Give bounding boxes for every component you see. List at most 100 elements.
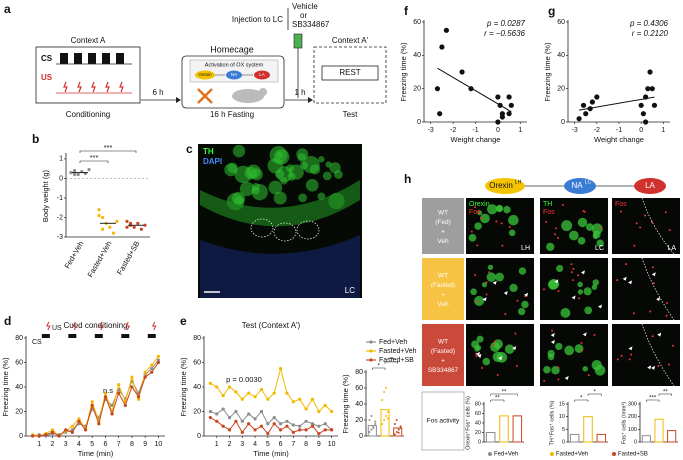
or: or <box>300 11 307 20</box>
point <box>370 415 373 417</box>
fos <box>651 335 654 338</box>
bar <box>485 432 496 443</box>
y-axis-label: Freezing time (%) <box>179 357 188 417</box>
activity-box <box>421 391 465 451</box>
point <box>374 423 377 425</box>
column-label: Fos <box>469 209 481 216</box>
fos <box>657 365 660 368</box>
boundary <box>641 257 675 321</box>
region-label: LC <box>345 286 355 295</box>
arrowhead <box>598 304 603 309</box>
orexin: Orexin <box>198 72 212 77</box>
point <box>291 423 295 427</box>
annotation: *** <box>90 153 99 162</box>
point <box>50 428 55 432</box>
row-label: Veh <box>437 301 449 308</box>
conditioning: Conditioning <box>66 110 110 119</box>
arrowhead <box>554 279 559 284</box>
cell <box>577 217 588 228</box>
panel-label: c <box>186 142 193 156</box>
point <box>101 215 105 220</box>
point <box>234 419 238 423</box>
cs-block <box>41 334 50 338</box>
panel-g: g <box>548 4 555 18</box>
y-tick-label: 60 <box>557 19 565 26</box>
p-value: p = 0.0287 <box>486 19 526 28</box>
pathway-sup: LC <box>585 179 592 185</box>
pathway-node <box>485 178 525 194</box>
point <box>97 213 101 218</box>
point <box>240 430 244 434</box>
fos <box>481 366 484 369</box>
point <box>459 69 465 75</box>
point <box>330 428 334 432</box>
point <box>298 428 302 432</box>
fos <box>551 329 554 332</box>
point <box>372 427 375 429</box>
bar <box>380 409 390 437</box>
y-tick-label: 5 <box>562 427 565 433</box>
fos <box>543 379 546 382</box>
x-tick-label: -3 <box>572 127 578 134</box>
y-tick-label: 0 <box>561 119 565 126</box>
cell <box>521 300 529 309</box>
point <box>368 431 371 433</box>
point <box>266 422 270 426</box>
point <box>136 221 140 225</box>
annotation: * <box>377 364 380 370</box>
legend-label: Fasted+Veh <box>556 452 588 458</box>
cell <box>318 156 325 163</box>
point <box>215 385 219 389</box>
cell <box>585 223 594 231</box>
fos <box>580 341 583 344</box>
row-label: SB334867 <box>428 367 459 374</box>
point <box>397 431 400 434</box>
x-tick-label: Fasted+Veh <box>86 239 114 278</box>
sig-bracket <box>384 361 398 364</box>
bar <box>583 416 593 443</box>
row-label: Veh <box>437 238 449 245</box>
y-tick-label: 100 <box>628 427 637 433</box>
point <box>645 86 651 92</box>
x-tick-label: 8 <box>304 441 308 448</box>
point <box>638 102 644 108</box>
bar <box>512 415 523 443</box>
point <box>439 44 445 50</box>
legend-label: Fed+Veh <box>494 452 518 458</box>
y-axis-label: Orexin⁺Fos⁺ cells (%) <box>464 396 471 450</box>
boundary <box>641 323 675 387</box>
cell <box>592 279 599 286</box>
cell <box>495 272 504 282</box>
point <box>285 424 289 428</box>
cell <box>239 181 255 197</box>
fos <box>494 340 497 343</box>
point <box>221 424 225 428</box>
y-axis-label: Freezing time (%) <box>399 42 408 102</box>
arrowhead <box>571 295 576 300</box>
y-tick-label: 10 <box>559 414 565 420</box>
fos <box>504 313 507 316</box>
stain-label: TH <box>203 147 214 156</box>
panel-h: h Orexin LH NA LC LAWT(Fed)+VehWT(Fasted)+Ve… <box>404 172 680 458</box>
point <box>139 227 143 231</box>
bar <box>499 415 509 443</box>
point <box>101 227 105 231</box>
point <box>583 111 589 117</box>
cell <box>474 222 482 230</box>
panel-d: d <box>4 314 11 328</box>
delay: 1 h <box>294 88 305 97</box>
point <box>208 416 212 420</box>
point <box>125 225 129 229</box>
fos <box>572 267 575 270</box>
fos <box>620 210 623 213</box>
point <box>227 385 232 389</box>
point <box>103 395 108 399</box>
fos <box>496 374 499 377</box>
r-value: r = 0.2120 <box>632 29 669 38</box>
annotation: *** <box>104 143 113 152</box>
y-tick-label: 40 <box>475 420 481 426</box>
fit-line <box>437 67 512 113</box>
point <box>374 420 377 423</box>
fos <box>616 279 619 282</box>
